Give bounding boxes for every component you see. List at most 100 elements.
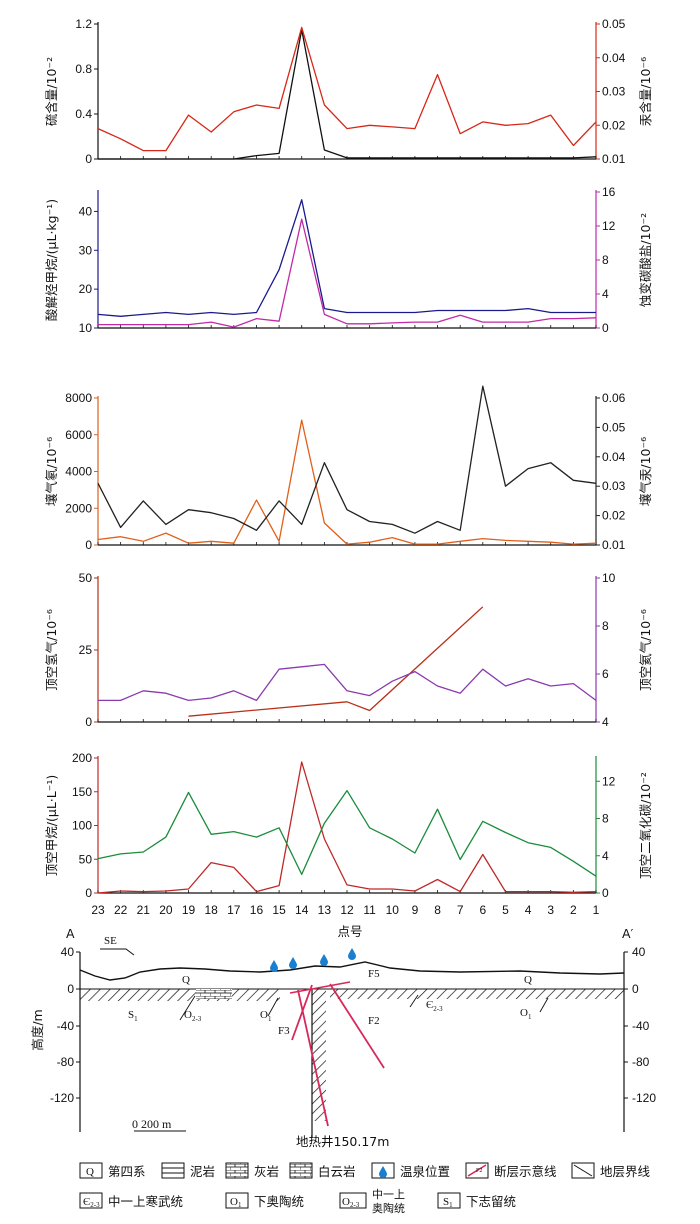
legend-S1-label: 下志留统 xyxy=(466,1194,516,1209)
right-tick-label: 0 xyxy=(602,886,609,900)
right-axis-title: 顶空二氧化碳/10⁻² xyxy=(638,772,653,879)
x-tick-label: 19 xyxy=(182,903,196,917)
elev-tick-left-label: 40 xyxy=(61,945,75,959)
svg-text:O1: O1 xyxy=(230,1196,242,1209)
right-tick-label: 0 xyxy=(602,321,609,335)
water-drop-icon xyxy=(320,954,328,966)
right-axis-title: 顶空氦气/10⁻⁶ xyxy=(638,609,653,691)
left-tick-label: 150 xyxy=(72,785,92,799)
elev-tick-left-label: -40 xyxy=(57,1019,75,1033)
x-tick-label: 14 xyxy=(295,903,309,917)
right-tick-label: 0.01 xyxy=(602,538,626,552)
bedrock-hatched-left xyxy=(80,989,280,1001)
left-tick-label: 0.4 xyxy=(75,107,92,121)
series-line-2 xyxy=(97,26,597,152)
x-tick-label: 16 xyxy=(250,903,264,917)
x-tick-label: 22 xyxy=(114,903,128,917)
x-axis-title: 点号 xyxy=(337,924,362,939)
left-tick-label: 20 xyxy=(79,282,93,296)
x-tick-label: 3 xyxy=(547,903,554,917)
legend-S1-symbol: S xyxy=(443,1196,449,1208)
scale-label: 0 200 m xyxy=(132,1117,172,1131)
svg-text:S1: S1 xyxy=(128,1009,138,1023)
fault-F2 xyxy=(329,983,385,1069)
legend-O23-sub: 2-3 xyxy=(350,1201,360,1209)
section-end-label: A′ xyxy=(622,926,634,941)
legend-O23-symbol: O xyxy=(342,1196,350,1208)
x-tick-label: 4 xyxy=(525,903,532,917)
right-tick-label: 0.02 xyxy=(602,118,626,132)
x-tick-label: 15 xyxy=(272,903,286,917)
chart-3: 0 2000 4000 6000 8000 0.01 0.02 0.03 0.04 0.05 0.0… xyxy=(44,385,653,552)
x-tick-label: 20 xyxy=(159,903,173,917)
right-tick-label: 0.03 xyxy=(602,479,626,493)
limestone-lens xyxy=(196,989,232,999)
right-axis-title: 蚀变碳酸盐/10⁻² xyxy=(638,213,653,307)
left-tick-label: 1.2 xyxy=(75,17,92,31)
left-tick-label: 30 xyxy=(79,243,93,257)
elev-tick-left-label: -120 xyxy=(50,1091,74,1105)
label-F5: F5 xyxy=(368,968,380,980)
right-tick-label: 4 xyxy=(602,715,609,729)
left-axis-title: 顶空甲烷/(μL·L⁻¹) xyxy=(44,775,59,876)
x-tick-label: 23 xyxy=(91,903,105,917)
left-tick-label: 50 xyxy=(79,571,93,585)
ground-surface xyxy=(79,961,625,981)
elev-tick-right-label: 0 xyxy=(632,982,639,996)
left-tick-label: 200 xyxy=(72,751,92,765)
left-tick-label: 25 xyxy=(79,643,93,657)
water-drop-icon xyxy=(289,957,297,969)
series-line-2 xyxy=(97,385,597,534)
chart-5: 0 50 100 150 200 0 4 8 12 顶空甲烷/(μL·L⁻¹) 顶空二氧化碳/10⁻… xyxy=(44,751,653,900)
legend-S1-box xyxy=(437,1192,461,1209)
hot-springs xyxy=(270,948,356,972)
left-tick-label: 6000 xyxy=(65,428,92,442)
left-tick-label: 40 xyxy=(79,204,93,218)
right-tick-label: 0.02 xyxy=(602,509,626,523)
left-tick-label: 0.8 xyxy=(75,62,92,76)
x-tick-label: 1 xyxy=(593,903,600,917)
legend-S1-sub: 1 xyxy=(449,1201,453,1209)
x-tick-label: 8 xyxy=(434,903,441,917)
label-O23: O xyxy=(184,1009,192,1021)
right-tick-label: 16 xyxy=(602,185,616,199)
series-line-1 xyxy=(97,419,597,545)
direction-arrow xyxy=(100,948,135,956)
section-direction-label: SE xyxy=(104,935,117,947)
x-tick-label: 12 xyxy=(340,903,354,917)
legend-O23-label1: 中一上 xyxy=(372,1188,405,1201)
left-tick-label: 0 xyxy=(85,152,92,166)
left-tick-label: 50 xyxy=(79,852,93,866)
left-axis-title: 酸解烃甲烷/(μL·kg⁻¹) xyxy=(44,199,59,321)
right-tick-label: 8 xyxy=(602,619,609,633)
x-tick-label: 9 xyxy=(412,903,419,917)
chart-2: 10 20 30 40 0 4 8 12 16 酸解烃甲烷/(μL·kg⁻¹) 蚀变碳酸盐/10⁻² xyxy=(44,185,653,335)
right-tick-label: 8 xyxy=(602,253,609,267)
legend-dolomite-box xyxy=(289,1162,313,1179)
elev-tick-right-label: -80 xyxy=(632,1055,650,1069)
fault-main xyxy=(297,989,329,1127)
right-tick-label: 0.03 xyxy=(602,85,626,99)
label-S: S xyxy=(128,1009,134,1021)
right-tick-label: 6 xyxy=(602,667,609,681)
chart-stack: 0 0.4 0.8 1.2 0.01 0.02 0.03 0.04 0.05 硫含量/10⁻² 汞含… xyxy=(44,17,653,900)
right-tick-label: 0.01 xyxy=(602,152,626,166)
chart-4: 0 25 50 4 6 8 10 顶空氢气/10⁻⁶ 顶空氦气/10⁻⁶ xyxy=(44,571,653,729)
right-tick-label: 4 xyxy=(602,849,609,863)
geothermal-well xyxy=(312,989,326,1121)
series-line-2 xyxy=(97,789,597,877)
left-tick-label: 2000 xyxy=(65,501,92,515)
fault-F3 xyxy=(291,984,313,1041)
label-F3: F3 xyxy=(278,1025,290,1037)
x-axis-labels: 23 22 21 20 19 18 17 16 15 14 13 12 11 10 9 8 7 6 5 4 3 2 1 xyxy=(91,903,599,917)
section-start-label: A xyxy=(66,926,75,941)
svg-text:Є2-3: Є2-3 xyxy=(83,1196,100,1209)
water-drop-icon xyxy=(348,948,356,960)
legend-fault-label: 断层示意线 xyxy=(494,1164,557,1179)
x-tick-label: 11 xyxy=(363,903,376,917)
series-line-1 xyxy=(97,199,596,317)
legend-O1-box xyxy=(225,1192,249,1209)
right-tick-label: 0.05 xyxy=(602,17,626,31)
x-tick-label: 21 xyxy=(137,903,151,917)
